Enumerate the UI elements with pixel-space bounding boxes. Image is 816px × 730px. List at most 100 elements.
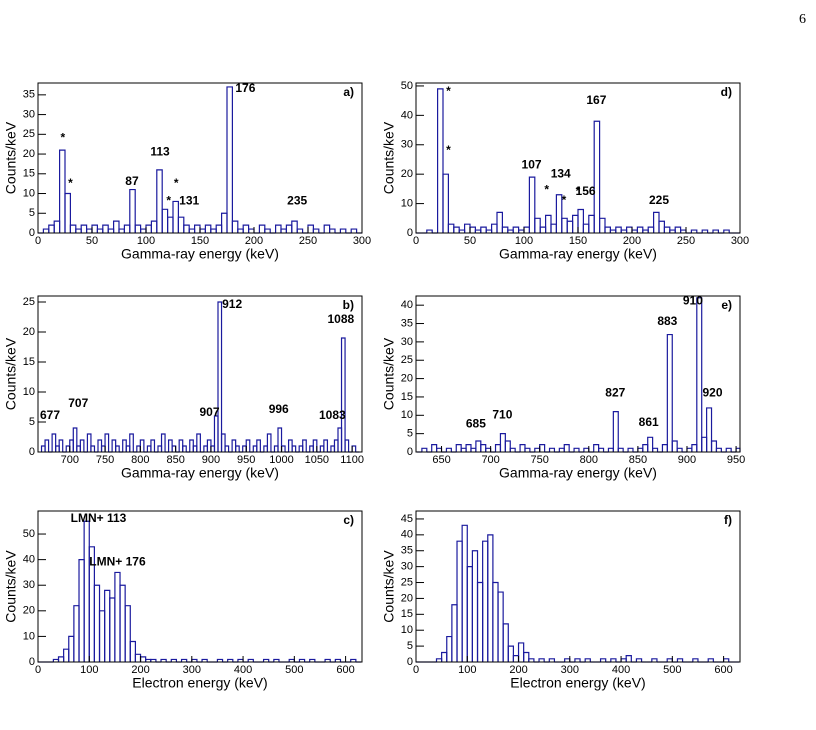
peak-label: 907 (200, 405, 220, 419)
x-tick-label: 250 (299, 235, 317, 247)
histogram-bin (104, 589, 111, 662)
histogram-bin (280, 445, 286, 452)
y-tick-label: 5 (29, 207, 35, 219)
x-tick-label: 500 (663, 664, 681, 676)
histogram-bin (298, 658, 306, 662)
histogram-bin (676, 447, 683, 452)
histogram-bin (572, 214, 579, 233)
panel-label: d) (721, 85, 732, 99)
peak-label: * (174, 176, 179, 190)
histogram-bin (421, 447, 428, 452)
histogram-bin (470, 447, 477, 452)
histogram-bin (627, 447, 634, 452)
histogram-bin (140, 228, 147, 233)
histogram-bin (78, 559, 85, 662)
histogram-bin (442, 173, 449, 233)
histogram-bin (491, 223, 498, 233)
histogram-bin (593, 120, 601, 233)
panel-label: e) (721, 298, 732, 312)
x-tick-label: 200 (509, 664, 527, 676)
histogram-bin (224, 445, 230, 452)
histogram-bin (652, 447, 659, 452)
histogram-bin (291, 445, 297, 452)
y-tick-label: 40 (401, 299, 413, 311)
histogram-bin (451, 604, 458, 662)
x-tick-label: 950 (727, 454, 745, 466)
histogram-bin (59, 149, 66, 233)
histogram-bin (312, 439, 318, 452)
histogram-bin (237, 228, 244, 233)
x-tick-label: 0 (413, 664, 419, 676)
histogram-bin (686, 447, 693, 452)
histogram-bin (93, 584, 101, 662)
x-tick-label: 750 (531, 454, 549, 466)
histogram-bin (340, 337, 346, 452)
x-tick-label: 100 (137, 235, 155, 247)
histogram-bin (561, 217, 568, 233)
y-tick-label: 35 (401, 545, 413, 557)
histogram-bin (150, 658, 157, 662)
histogram-bin (550, 223, 557, 233)
peak-label: 710 (492, 407, 512, 421)
histogram-bin (73, 605, 80, 662)
histogram-bin (577, 208, 584, 233)
x-axis-label: Electron energy (keV) (132, 675, 267, 691)
y-tick-label: 35 (401, 317, 413, 329)
y-tick-label: 10 (401, 624, 413, 636)
histogram-bin (637, 447, 644, 452)
histogram-bin (497, 591, 504, 662)
peak-label: * (446, 143, 451, 157)
y-tick-label: 0 (29, 656, 35, 668)
y-tick-label: 30 (23, 579, 35, 591)
x-tick-label: 0 (413, 235, 419, 247)
histogram-bin (635, 658, 643, 662)
histogram-bin (227, 658, 234, 662)
y-tick-label: 10 (401, 409, 413, 421)
histogram-bin (124, 605, 131, 662)
y-tick-label: 40 (401, 529, 413, 541)
peak-label: 685 (466, 417, 486, 431)
histogram-bin (277, 427, 283, 452)
histogram-bin (115, 445, 120, 452)
histogram-bin (485, 447, 492, 452)
histogram-bin (475, 440, 482, 452)
histogram-bin (323, 439, 329, 452)
histogram-bin (723, 229, 730, 233)
panel: 650 700 750 800 850 900 950 0 5 10 15 20 25 30 35 40 Gam… (381, 294, 746, 481)
x-tick-label: 600 (714, 664, 732, 676)
histogram-bin (593, 444, 600, 452)
histogram-bin (584, 658, 591, 662)
y-tick-label: 50 (23, 528, 35, 540)
x-tick-label: 750 (96, 454, 114, 466)
histogram-bin (351, 445, 357, 452)
histogram-bin (615, 226, 622, 233)
histogram-bin (160, 658, 167, 662)
histogram-bin (651, 658, 658, 662)
histogram-bin (285, 224, 293, 233)
histogram-bin (538, 658, 545, 662)
histogram-bin (566, 220, 574, 233)
histogram-bin (523, 651, 530, 662)
histogram-bin (139, 439, 145, 452)
histogram-bin (461, 524, 468, 662)
peak-label: 134 (551, 166, 571, 180)
y-axis-label: Counts/keV (381, 550, 397, 623)
peak-label: 156 (576, 184, 596, 198)
x-axis-label: Gamma-ray energy (keV) (121, 465, 279, 481)
histogram-bin (302, 439, 307, 452)
histogram-bin (507, 645, 515, 662)
panel: 700 750 800 850 900 950 1000 1050 1100 0 5 10 15 20 25… (3, 295, 364, 481)
histogram-bin (44, 439, 50, 452)
y-tick-label: 40 (401, 109, 413, 121)
histogram-bin (441, 651, 448, 662)
histogram-bin (528, 176, 536, 233)
histogram-bin (210, 228, 217, 233)
histogram-bin (248, 228, 255, 233)
histogram-bin (201, 658, 208, 662)
x-tick-label: 200 (245, 235, 263, 247)
histogram-bin (573, 447, 580, 452)
peak-label: 235 (287, 194, 307, 208)
peak-label: 1088 (327, 312, 354, 326)
x-axis-label: Electron energy (keV) (510, 675, 645, 691)
